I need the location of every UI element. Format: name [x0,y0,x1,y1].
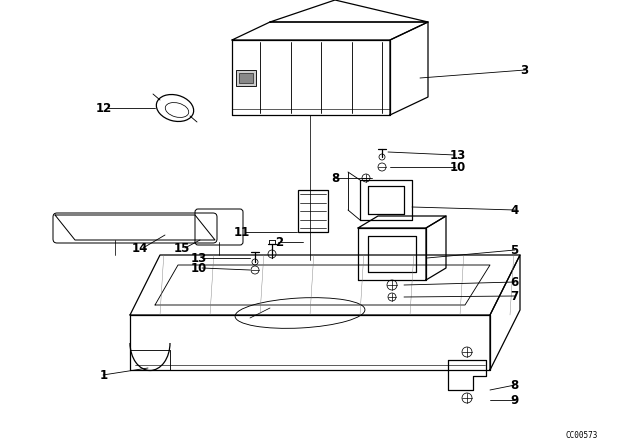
Text: 6: 6 [510,276,518,289]
Text: 14: 14 [132,241,148,254]
Text: 8: 8 [332,172,340,185]
Text: 10: 10 [191,262,207,275]
Text: 15: 15 [173,241,190,254]
Text: CC00573: CC00573 [566,431,598,440]
Text: 13: 13 [191,251,207,264]
Text: 1: 1 [100,369,108,382]
Text: 11: 11 [234,225,250,238]
Text: 4: 4 [510,203,518,216]
Text: 13: 13 [450,148,467,161]
FancyBboxPatch shape [239,73,253,82]
Text: 2: 2 [275,236,283,249]
Text: 3: 3 [520,64,528,77]
Text: 7: 7 [510,289,518,302]
Text: 9: 9 [510,393,518,406]
Text: 5: 5 [510,244,518,257]
Text: 8: 8 [510,379,518,392]
Text: 10: 10 [450,160,467,173]
Text: 12: 12 [96,102,112,115]
FancyBboxPatch shape [236,69,256,86]
